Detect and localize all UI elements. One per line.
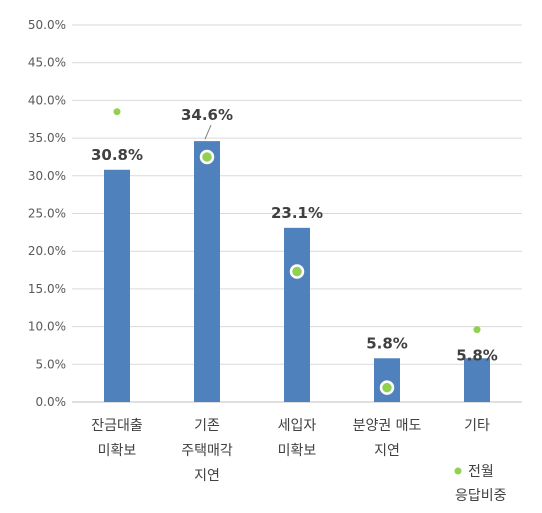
legend-marker [454, 467, 462, 475]
y-tick-label: 50.0% [28, 18, 66, 32]
y-tick-label: 45.0% [28, 56, 66, 70]
y-tick-label: 30.0% [28, 169, 66, 183]
bar [284, 227, 310, 402]
prior-month-points [113, 108, 481, 395]
bar [464, 358, 490, 402]
bar [104, 169, 130, 402]
category-label: 분양권 매도 [353, 418, 422, 434]
bar [194, 141, 220, 402]
prior-month-point [379, 380, 395, 395]
y-tick-label: 5.0% [36, 357, 67, 371]
category-label: 기타 [464, 418, 490, 434]
data-label: 23.1% [271, 204, 323, 222]
bars [104, 141, 490, 402]
y-tick-label: 15.0% [28, 282, 66, 296]
legend-label: 전월 [468, 464, 494, 480]
y-tick-label: 40.0% [28, 93, 66, 107]
category-label: 미확보 [278, 443, 317, 459]
data-label: 30.8% [91, 146, 143, 164]
category-label: 미확보 [98, 443, 137, 459]
category-label: 기존 [194, 418, 220, 434]
legend-label: 응답비중 [455, 488, 507, 504]
data-labels: 30.8% 34.6% 23.1% 5.8% 5.8% [91, 106, 498, 364]
y-tick-label: 35.0% [28, 131, 66, 145]
category-label: 잔금대출 [91, 418, 143, 434]
data-label: 5.8% [456, 346, 498, 364]
category-label: 지연 [194, 468, 220, 484]
category-label: 지연 [374, 443, 400, 459]
y-tick-label: 25.0% [28, 207, 66, 221]
category-label: 세입자 [278, 418, 317, 434]
data-label: 5.8% [366, 334, 408, 352]
leader-line [204, 124, 212, 140]
bar [374, 358, 400, 402]
prior-month-point [113, 108, 121, 116]
y-tick-label: 0.0% [36, 395, 67, 409]
y-axis-ticks: 0.0% 5.0% 10.0% 15.0% 20.0% 25.0% 30.0% 35.0% 40… [28, 18, 66, 409]
leader-lines [204, 124, 212, 140]
prior-month-point [289, 264, 305, 279]
data-label: 34.6% [181, 106, 233, 124]
y-tick-label: 10.0% [28, 320, 66, 334]
y-tick-label: 20.0% [28, 244, 66, 258]
category-label: 주택매각 [181, 443, 233, 459]
prior-month-point [199, 149, 215, 165]
prior-month-point [473, 326, 481, 334]
